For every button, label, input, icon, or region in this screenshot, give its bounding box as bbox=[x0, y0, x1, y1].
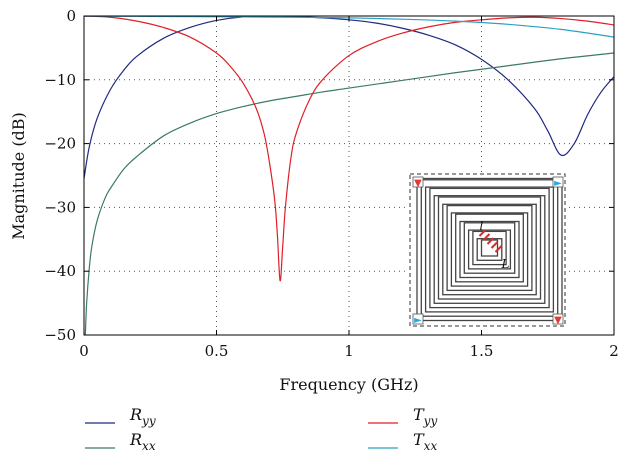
port-marker-bottom-right: ▼ bbox=[554, 315, 562, 326]
port-marker-box bbox=[412, 313, 424, 325]
inner-stripe bbox=[478, 229, 487, 237]
x-tick-label: 2 bbox=[609, 342, 619, 360]
inset-inner-element bbox=[478, 229, 503, 253]
y-tick-label: −50 bbox=[44, 326, 76, 344]
inset-dashed-border bbox=[409, 173, 566, 327]
x-axis-title: Frequency (GHz) bbox=[279, 375, 418, 394]
port-marker-box bbox=[412, 176, 424, 188]
inner-stripe bbox=[494, 245, 503, 253]
port-marker-box bbox=[552, 313, 564, 325]
legend-item-t-yy: Tyy bbox=[368, 405, 437, 428]
legend: Ryy Tyy Rxx Txx bbox=[85, 405, 437, 453]
x-tick-label: 0 bbox=[79, 342, 89, 360]
spiral-loop bbox=[459, 220, 520, 279]
spiral-loop bbox=[442, 203, 537, 296]
spiral-loop bbox=[467, 229, 512, 270]
port-marker-bottom-left: ► bbox=[414, 315, 422, 326]
spiral-loop bbox=[480, 239, 499, 257]
y-tick-label: −30 bbox=[44, 198, 76, 216]
spiral-loop bbox=[472, 230, 507, 266]
spiral-loop bbox=[429, 187, 550, 309]
y-tick-label: 0 bbox=[66, 7, 76, 25]
y-tick-label: −10 bbox=[44, 71, 76, 89]
legend-label: Txx bbox=[413, 430, 437, 453]
spiral-loop bbox=[476, 238, 503, 261]
spiral-loop bbox=[446, 204, 533, 292]
y-tick-label: −20 bbox=[44, 135, 76, 153]
spiral-loop bbox=[463, 222, 516, 274]
y-axis-ticks: 0 −10 −20 −30 −40 −50 bbox=[44, 7, 614, 344]
inner-stripe bbox=[482, 233, 491, 241]
inner-stripe bbox=[486, 237, 495, 245]
port-marker-top-left: ▼ bbox=[414, 178, 422, 189]
spiral-loop bbox=[437, 196, 542, 300]
port-marker-top-right: ► bbox=[554, 178, 562, 189]
spiral-loop bbox=[416, 177, 563, 322]
x-tick-label: 1.5 bbox=[470, 342, 494, 360]
series-line-r-xx bbox=[84, 52, 614, 335]
x-tick-label: 0.5 bbox=[205, 342, 229, 360]
inset-spiral-diagram: l L ▼ ► ► ▼ bbox=[408, 172, 567, 328]
spiral-loop bbox=[424, 186, 555, 313]
legend-item-t-xx: Txx bbox=[368, 430, 437, 453]
y-tick-label: −40 bbox=[44, 262, 76, 280]
spiral-loop bbox=[433, 195, 546, 304]
spiral-loop bbox=[450, 212, 529, 287]
x-axis-ticks: 0 0.5 1 1.5 2 bbox=[79, 16, 619, 360]
inner-stripe bbox=[490, 241, 499, 249]
legend-item-r-yy: Ryy bbox=[85, 405, 156, 428]
spiral-loop bbox=[420, 179, 559, 317]
legend-label: Ryy bbox=[129, 405, 156, 428]
port-marker-box bbox=[552, 176, 564, 188]
x-tick-label: 1 bbox=[344, 342, 354, 360]
legend-item-r-xx: Rxx bbox=[85, 430, 156, 453]
spiral-loop bbox=[455, 213, 524, 283]
y-axis-title: Magnitude (dB) bbox=[9, 112, 28, 240]
legend-label: Tyy bbox=[413, 405, 437, 428]
legend-label: Rxx bbox=[129, 430, 156, 453]
inset-label-l: L bbox=[501, 257, 510, 271]
inset-label-w: l bbox=[480, 219, 484, 233]
